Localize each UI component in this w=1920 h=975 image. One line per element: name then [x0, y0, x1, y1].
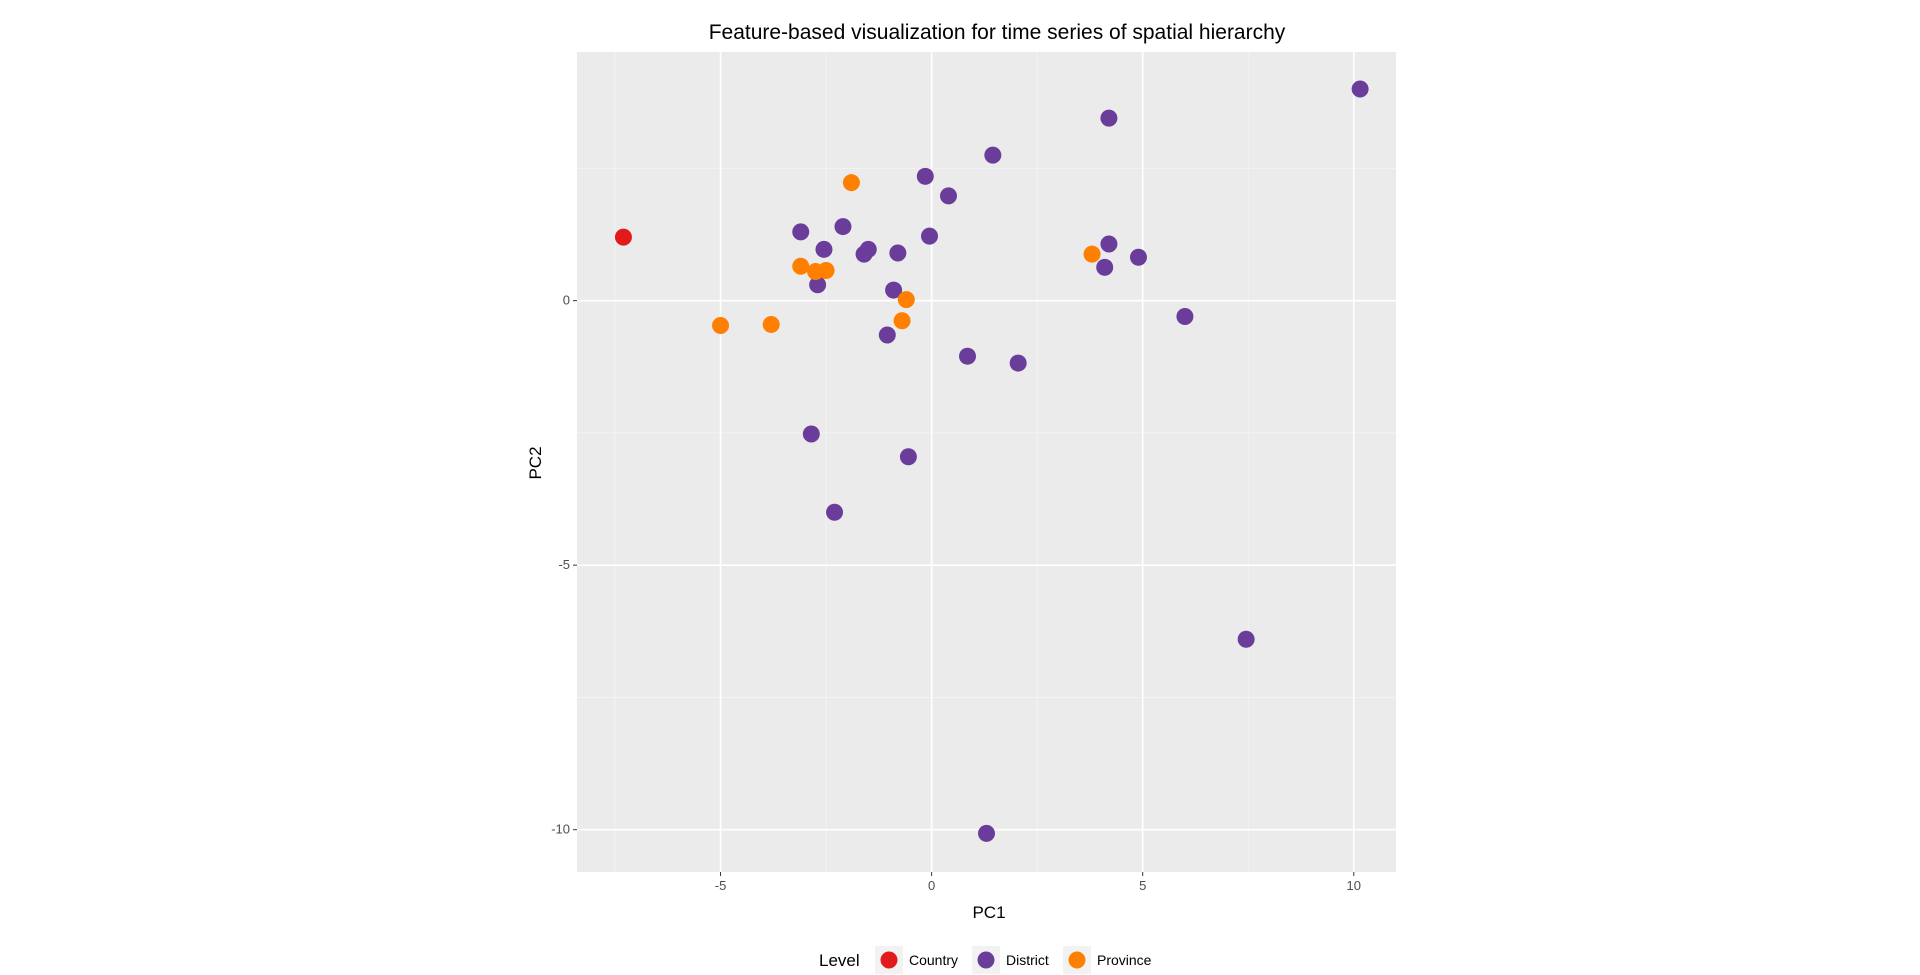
plot-panel: [577, 52, 1396, 872]
district-point: [1009, 354, 1027, 372]
district-point: [834, 218, 852, 236]
district-point: [1096, 258, 1114, 276]
district-point: [878, 326, 896, 344]
district-point: [792, 223, 810, 241]
minor-gridlines: [577, 52, 1396, 872]
country-point: [614, 228, 632, 246]
province-point: [762, 315, 780, 333]
province-point: [893, 312, 911, 330]
y-tick-label: 0: [563, 293, 570, 308]
legend: Level Country District Province: [819, 946, 1152, 974]
y-axis-ticks: 0 -5 -10: [551, 293, 577, 837]
district-point: [959, 347, 977, 365]
district-point: [899, 448, 917, 466]
y-axis-title: PC2: [526, 446, 545, 479]
district-point: [1351, 80, 1369, 98]
province-point: [897, 291, 915, 309]
major-gridlines: [577, 52, 1396, 872]
y-tick-label: -5: [558, 557, 570, 572]
legend-swatch-district: [977, 951, 995, 969]
district-point: [826, 503, 844, 521]
y-tick-label: -10: [551, 822, 570, 837]
x-tick-label: 0: [928, 878, 935, 893]
province-point: [1083, 245, 1101, 263]
district-point: [940, 187, 958, 205]
district-point: [978, 824, 995, 842]
legend-swatch-province: [1068, 951, 1086, 969]
x-axis-title: PC1: [972, 903, 1005, 922]
district-point: [809, 276, 827, 294]
district-point: [802, 425, 820, 443]
legend-title: Level: [819, 951, 860, 970]
legend-label-district: District: [1006, 952, 1049, 968]
district-point: [815, 240, 833, 258]
x-tick-label: 10: [1347, 878, 1361, 893]
district-point: [1100, 235, 1118, 253]
data-points: [614, 80, 1369, 842]
district-point: [885, 281, 903, 299]
province-point: [792, 257, 810, 275]
x-axis-ticks: -5 0 5 10: [715, 872, 1361, 893]
x-tick-label: -5: [715, 878, 727, 893]
legend-label-country: Country: [909, 952, 958, 968]
district-point: [1237, 630, 1255, 648]
district-point: [1176, 308, 1194, 326]
chart-title: Feature-based visualization for time ser…: [709, 21, 1286, 44]
x-tick-label: 5: [1139, 878, 1146, 893]
district-point: [1100, 109, 1118, 127]
district-point: [916, 167, 934, 185]
province-point: [842, 174, 860, 192]
district-point: [889, 244, 907, 262]
province-point: [712, 317, 730, 335]
legend-swatch-country: [880, 951, 898, 969]
district-point: [855, 245, 873, 263]
district-point: [984, 146, 1002, 164]
province-point: [817, 261, 835, 279]
district-point: [1129, 248, 1147, 266]
district-point: [921, 227, 939, 245]
legend-label-province: Province: [1097, 952, 1152, 968]
